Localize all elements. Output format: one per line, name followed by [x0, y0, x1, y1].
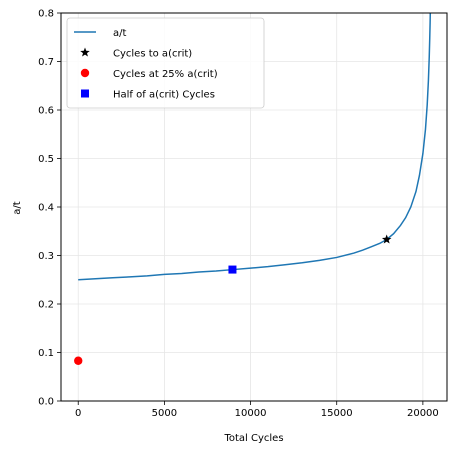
legend-label: Cycles at 25% a(crit) [113, 69, 218, 80]
legend-marker-circle [80, 68, 90, 78]
y-tick-label: 0.3 [38, 251, 54, 262]
y-tick-label: 0.5 [38, 154, 54, 165]
y-tick-label: 0.0 [38, 397, 54, 408]
legend-label: Cycles to a(crit) [113, 48, 192, 59]
ticks: 0 5000 10000 15000 20000 0.0 0.1 0.2 0.3 0.4 0.5 0.… [38, 9, 439, 420]
data-point-square [228, 265, 237, 274]
data-point-circle [74, 356, 83, 365]
series-line-a-t [78, 13, 432, 281]
x-tick-label: 15000 [321, 408, 353, 419]
y-axis-label: a/t [12, 201, 23, 214]
legend-marker-star [80, 47, 90, 57]
legend-label: a/t [113, 28, 126, 39]
legend-marker-square [81, 89, 89, 98]
y-tick-label: 0.2 [38, 300, 54, 311]
x-axis-label: Total Cycles [223, 433, 283, 444]
x-tick-label: 5000 [152, 408, 177, 419]
y-tick-label: 0.8 [38, 9, 54, 20]
y-tick-label: 0.4 [38, 203, 54, 214]
data-point-star [381, 234, 392, 244]
y-tick-label: 0.7 [38, 57, 54, 68]
legend-box [66, 17, 265, 109]
legend: a/t Cycles to a(crit) Cycles at 25% a(crit… [66, 17, 265, 109]
y-tick-label: 0.6 [38, 106, 54, 117]
legend-label: Half of a(crit) Cycles [113, 89, 215, 100]
x-tick-label: 0 [75, 408, 81, 419]
plot-area [74, 13, 432, 365]
y-tick-label: 0.1 [38, 348, 54, 359]
x-tick-label: 20000 [407, 408, 439, 419]
x-tick-label: 10000 [235, 408, 267, 419]
